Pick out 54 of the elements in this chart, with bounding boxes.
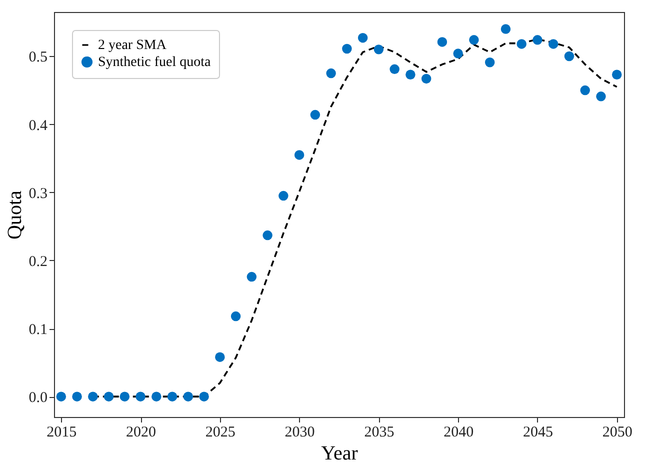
point xyxy=(167,392,178,402)
x-tick-label: 2035 xyxy=(364,424,394,440)
point xyxy=(342,44,352,54)
x-tick-label: 2040 xyxy=(444,424,474,440)
point xyxy=(246,272,257,282)
point xyxy=(437,37,448,47)
x-tick-label: 2020 xyxy=(126,424,156,440)
point xyxy=(596,92,606,102)
point xyxy=(72,392,82,402)
y-tick-label: 0.4 xyxy=(28,118,48,134)
y-tick-label: 0.1 xyxy=(28,322,48,338)
point xyxy=(230,311,241,322)
point xyxy=(199,392,209,402)
point xyxy=(88,392,98,402)
point xyxy=(326,68,336,78)
point xyxy=(500,24,511,34)
point xyxy=(469,35,479,45)
point xyxy=(374,44,384,54)
point xyxy=(104,392,114,402)
point xyxy=(294,150,304,160)
legend-label: Synthetic fuel quota xyxy=(98,55,212,70)
x-tick-label: 2025 xyxy=(205,424,236,440)
point xyxy=(262,230,272,240)
point xyxy=(278,190,288,201)
point xyxy=(120,392,130,402)
y-tick-label: 0.3 xyxy=(28,186,48,202)
point xyxy=(310,110,320,120)
point xyxy=(548,39,558,49)
point xyxy=(136,392,146,402)
point xyxy=(612,70,622,80)
x-tick-label: 2030 xyxy=(284,424,315,440)
point xyxy=(421,74,432,84)
x-tick-label: 2050 xyxy=(602,424,632,440)
legend-label: 2 year SMA xyxy=(98,38,168,53)
point xyxy=(390,64,400,74)
point xyxy=(215,352,225,362)
y-tick-label: 0.2 xyxy=(28,254,48,270)
point xyxy=(406,70,416,80)
point xyxy=(152,392,162,402)
x-axis-title: Year xyxy=(321,442,358,464)
y-tick-label: 0.5 xyxy=(28,50,48,66)
y-axis-title: Quota xyxy=(4,190,26,240)
point xyxy=(358,33,368,43)
point xyxy=(453,48,463,58)
point xyxy=(183,392,194,402)
x-tick-label: 2015 xyxy=(46,424,77,440)
point xyxy=(532,35,542,45)
x-tick-label: 2045 xyxy=(522,424,553,440)
point xyxy=(516,39,526,49)
point xyxy=(484,58,495,68)
y-tick-label: 0.0 xyxy=(28,390,48,406)
point xyxy=(580,85,590,96)
point xyxy=(56,392,66,402)
point xyxy=(564,51,574,62)
